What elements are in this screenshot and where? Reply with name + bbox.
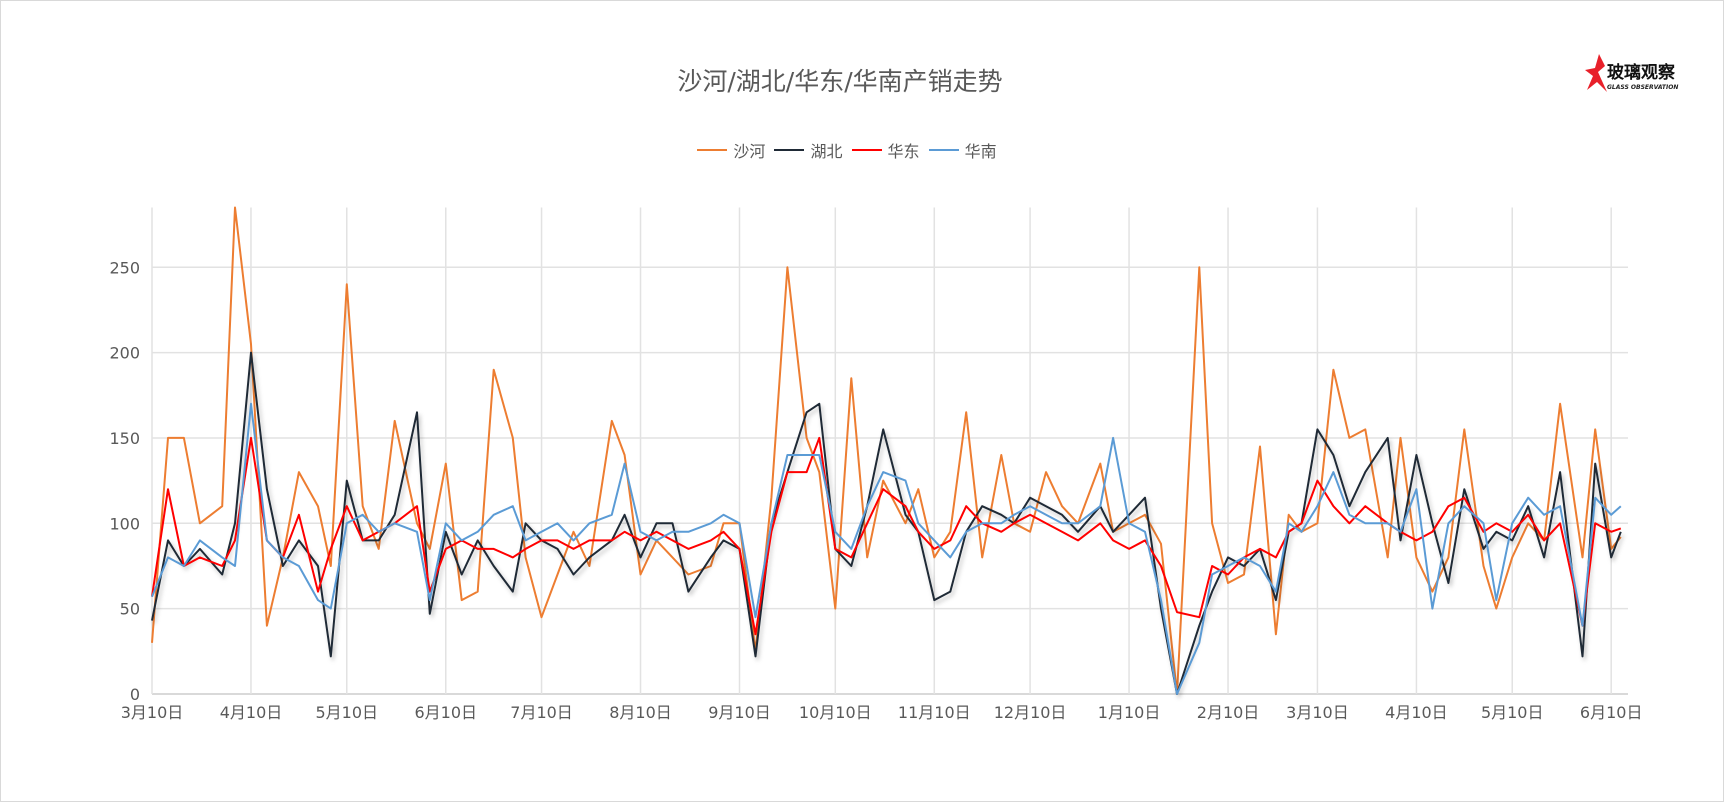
legend-label: 华南 <box>964 142 997 161</box>
svg-text:玻璃观察: 玻璃观察 <box>1607 62 1676 83</box>
x-tick-label: 11月10日 <box>898 703 971 722</box>
x-tick-label: 6月10日 <box>1580 703 1643 722</box>
series-line <box>151 402 1622 695</box>
x-tick-label: 8月10日 <box>609 703 672 722</box>
x-tick-label: 6月10日 <box>414 703 477 722</box>
legend-swatch <box>851 149 882 151</box>
legend-swatch <box>697 149 728 151</box>
legend-label: 沙河 <box>733 142 766 161</box>
series-line <box>151 436 1622 636</box>
y-tick-label: 150 <box>109 429 140 448</box>
series-group <box>151 206 1622 695</box>
series-0 <box>151 206 1622 695</box>
x-tick-label: 3月10日 <box>1286 703 1349 722</box>
legend-item-huadong[interactable]: 华东 <box>851 138 920 162</box>
y-tick-label: 50 <box>120 600 140 619</box>
x-tick-label: 10月10日 <box>799 703 872 722</box>
series-line <box>151 206 1622 695</box>
y-tick-label: 100 <box>109 514 140 533</box>
x-tick-label: 4月10日 <box>220 703 283 722</box>
chart-title: 沙河/湖北/华东/华南产销走势 <box>677 67 1003 96</box>
axes: 0 50 100 150 200 250 3月10日 4月10日 5月10日 6月10日 7月10日… <box>109 258 1642 722</box>
legend-item-shahe[interactable]: 沙河 <box>697 138 765 162</box>
x-tick-label: 4月10日 <box>1385 703 1448 722</box>
y-tick-label: 0 <box>130 685 140 704</box>
legend-swatch <box>774 149 805 151</box>
svg-text:GLASS OBSERVATION: GLASS OBSERVATION <box>1607 84 1678 91</box>
legend-label: 湖北 <box>810 142 843 161</box>
x-tick-label: 1月10日 <box>1098 703 1161 722</box>
x-tick-label: 3月10日 <box>121 703 184 722</box>
x-tick-label: 7月10日 <box>510 703 573 722</box>
x-tick-label: 9月10日 <box>708 703 771 722</box>
legend-swatch <box>928 149 959 151</box>
glass-observation-logo: 玻璃观察 GLASS OBSERVATION <box>1585 54 1678 92</box>
y-tick-label: 200 <box>109 344 140 363</box>
legend-item-hubei[interactable]: 湖北 <box>774 138 842 162</box>
x-tick-label: 12月10日 <box>994 703 1067 722</box>
y-tick-label: 250 <box>109 258 140 277</box>
legend: 沙河 湖北 华东 华南 <box>0 136 1694 162</box>
series-3 <box>151 402 1622 695</box>
x-tick-label: 5月10日 <box>1481 703 1544 722</box>
x-tick-label: 2月10日 <box>1197 703 1260 722</box>
legend-item-huanan[interactable]: 华南 <box>928 138 997 162</box>
series-line <box>151 351 1622 695</box>
grid <box>151 207 1628 695</box>
logo-star-icon <box>1585 54 1607 92</box>
x-tick-label: 5月10日 <box>315 703 378 722</box>
legend-label: 华东 <box>887 142 920 161</box>
